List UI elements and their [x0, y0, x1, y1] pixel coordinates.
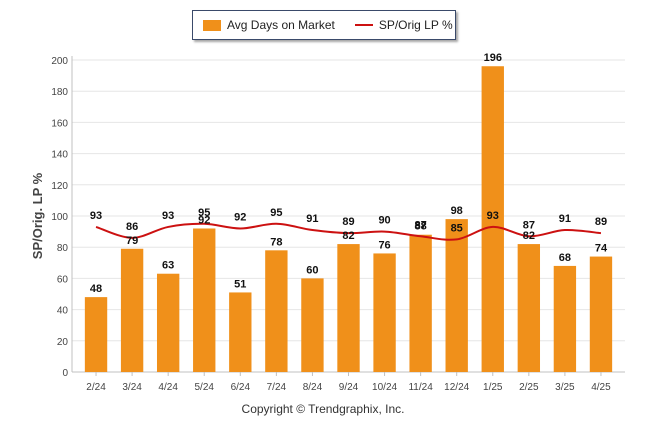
legend-line-swatch — [354, 24, 373, 26]
bar-data-label: 76 — [378, 239, 390, 251]
bar-data-label: 74 — [595, 243, 608, 255]
bar — [517, 244, 541, 372]
y-tick-label: 100 — [51, 212, 68, 223]
legend: Avg Days on Market SP/Orig LP % — [192, 10, 456, 40]
y-tick-label: 0 — [62, 368, 68, 379]
y-tick-label: 40 — [57, 306, 69, 317]
line-data-label: 86 — [126, 221, 138, 233]
x-tick-label: 1/25 — [483, 382, 503, 393]
line-data-label: 93 — [90, 210, 102, 222]
y-tick-label: 140 — [51, 150, 68, 161]
line-data-label: 89 — [595, 216, 607, 228]
bar — [373, 253, 396, 372]
bar — [156, 273, 180, 372]
y-tick-label: 20 — [57, 337, 69, 348]
y-tick-label: 160 — [51, 118, 68, 129]
x-tick-label: 3/25 — [555, 382, 575, 393]
bar — [445, 219, 468, 372]
bar-data-label: 82 — [342, 230, 354, 242]
bar — [193, 228, 216, 372]
bar — [229, 292, 252, 372]
legend-bar-swatch — [203, 19, 221, 31]
bar-data-label: 92 — [198, 214, 210, 226]
bar-data-label: 88 — [415, 221, 427, 233]
x-tick-label: 7/24 — [267, 382, 287, 393]
x-tick-label: 9/24 — [339, 382, 359, 393]
x-tick-label: 4/25 — [591, 382, 611, 393]
bar-data-label: 48 — [90, 283, 102, 295]
x-tick-label: 2/25 — [519, 382, 539, 393]
y-tick-label: 120 — [51, 181, 68, 192]
bar — [265, 250, 288, 372]
legend-item-bar[interactable]: Avg Days on Market — [203, 18, 335, 32]
line-data-label: 87 — [415, 219, 427, 231]
line-series-sporiglp — [95, 222, 602, 241]
bar — [84, 297, 108, 372]
y-tick-label: 60 — [57, 274, 69, 285]
line-data-label: 85 — [451, 222, 463, 234]
bar — [409, 234, 432, 372]
bar-data-label: 82 — [523, 230, 535, 242]
copyright-text: Copyright © Trendgraphix, Inc. — [241, 402, 405, 416]
legend-item-line[interactable]: SP/Orig LP % — [349, 18, 453, 32]
bar — [120, 248, 144, 372]
bar-data-label: 60 — [306, 264, 318, 276]
y-tick-label: 200 — [51, 56, 68, 67]
bar-data-label: 78 — [270, 236, 282, 248]
line-data-label: 87 — [523, 219, 535, 231]
line-data-label: 89 — [342, 216, 354, 228]
x-tick-label: 8/24 — [303, 382, 323, 393]
line-data-label: 95 — [270, 207, 282, 219]
line-data-label: 92 — [234, 211, 246, 223]
line-data-label: 93 — [487, 210, 499, 222]
bar — [337, 244, 360, 372]
legend-line-label: SP/Orig LP % — [378, 18, 453, 32]
line-data-label: 91 — [306, 213, 318, 225]
line-data-label: 93 — [162, 210, 174, 222]
y-axis-label: SP/Orig. LP % — [30, 172, 45, 259]
line-data-label: 95 — [198, 207, 210, 219]
bar — [589, 256, 613, 372]
x-tick-label: 12/24 — [444, 382, 469, 393]
bar — [481, 66, 504, 373]
x-tick-label: 4/24 — [158, 382, 178, 393]
bar-data-label: 63 — [162, 260, 174, 272]
x-tick-label: 2/24 — [86, 382, 106, 393]
bar — [301, 278, 324, 372]
bar — [553, 265, 577, 372]
bar-data-label: 196 — [484, 52, 502, 64]
line-data-label: 91 — [559, 213, 571, 225]
x-tick-label: 5/24 — [194, 382, 214, 393]
bar-data-label: 68 — [559, 252, 571, 264]
x-tick-label: 6/24 — [231, 382, 251, 393]
x-tick-label: 3/24 — [122, 382, 142, 393]
line-data-label: 90 — [378, 215, 390, 227]
x-tick-label: 11/24 — [408, 382, 433, 393]
y-tick-label: 80 — [57, 243, 69, 254]
y-tick-label: 180 — [51, 87, 68, 98]
bar-data-label: 51 — [234, 278, 246, 290]
bar-data-label: 98 — [451, 205, 463, 217]
x-tick-label: 10/24 — [372, 382, 397, 393]
legend-bar-label: Avg Days on Market — [227, 18, 335, 32]
bar-data-label: 79 — [126, 235, 138, 247]
